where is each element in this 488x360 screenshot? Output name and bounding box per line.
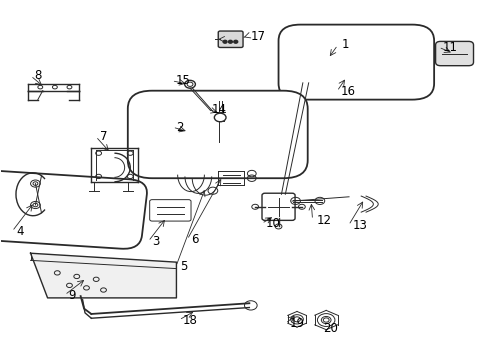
Text: 4: 4	[16, 225, 23, 238]
Text: 11: 11	[442, 41, 456, 54]
Text: 9: 9	[68, 288, 76, 302]
Text: 10: 10	[265, 217, 280, 230]
Text: 19: 19	[288, 317, 304, 330]
Text: 1: 1	[341, 39, 348, 51]
Text: 15: 15	[175, 74, 190, 87]
FancyBboxPatch shape	[262, 193, 294, 220]
Text: 6: 6	[191, 233, 198, 246]
Text: 5: 5	[180, 260, 187, 273]
FancyBboxPatch shape	[435, 41, 472, 66]
Text: 3: 3	[152, 235, 159, 248]
Text: 14: 14	[211, 103, 226, 116]
Circle shape	[233, 40, 237, 43]
FancyBboxPatch shape	[127, 91, 307, 178]
FancyBboxPatch shape	[149, 200, 191, 221]
FancyBboxPatch shape	[0, 171, 147, 249]
Text: 18: 18	[183, 314, 197, 327]
Text: 16: 16	[340, 85, 355, 98]
Text: 7: 7	[100, 130, 107, 143]
Text: 13: 13	[352, 219, 366, 232]
Polygon shape	[30, 253, 176, 298]
Text: 12: 12	[316, 213, 331, 226]
FancyBboxPatch shape	[218, 31, 243, 48]
Text: 17: 17	[250, 30, 265, 43]
Text: 20: 20	[323, 323, 337, 336]
Text: 8: 8	[34, 69, 42, 82]
Text: 2: 2	[176, 121, 183, 134]
FancyBboxPatch shape	[278, 24, 433, 100]
Circle shape	[228, 40, 232, 43]
Circle shape	[223, 40, 226, 43]
